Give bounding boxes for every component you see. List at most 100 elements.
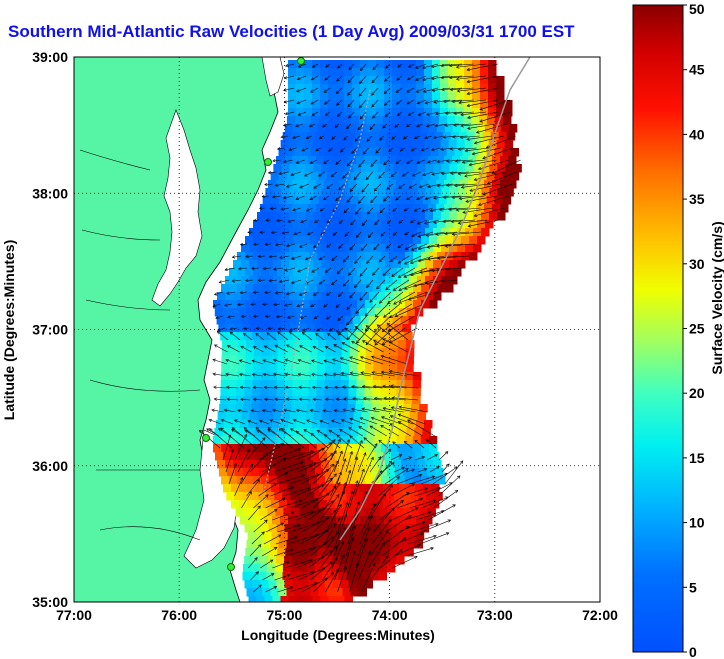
velocity-cell [288,140,298,149]
velocity-arrow [325,267,332,273]
velocity-arrow [349,418,366,425]
velocity-arrow [253,519,268,533]
velocity-cell [302,428,311,437]
velocity-cell [414,148,424,157]
velocity-arrowhead [382,338,387,342]
velocity-arrowhead [414,65,419,69]
velocity-arrowhead [408,185,413,189]
velocity-cell [384,516,393,525]
velocity-cell [254,340,263,349]
velocity-cell [249,412,259,421]
velocity-cell [438,196,448,205]
velocity-arrowhead [374,342,379,346]
velocity-cell [430,172,440,181]
velocity-cell [310,196,320,205]
velocity-cell [328,68,337,77]
velocity-arrowhead [359,417,364,421]
velocity-arrowhead [331,358,336,362]
velocity-cell [381,476,390,485]
velocity-arrow [311,523,336,545]
velocity-cell [429,300,438,309]
velocity-cell [365,284,374,293]
velocity-arrowhead [323,160,327,164]
velocity-arrow [275,243,284,246]
velocity-arrowhead [336,494,340,498]
velocity-cell [292,380,302,389]
velocity-arrow [404,255,422,265]
velocity-cell [383,452,392,461]
velocity-cell [422,116,432,125]
velocity-arrow [226,386,239,389]
velocity-cell [381,220,390,229]
velocity-cell [365,356,374,365]
velocity-cell [278,172,288,181]
velocity-arrow [284,559,313,569]
velocity-cell [287,452,296,461]
velocity-cell [229,444,238,453]
velocity-arrowhead [324,397,329,402]
velocity-arrowhead [491,170,496,174]
velocity-cell [212,436,222,445]
velocity-cell [257,212,266,221]
velocity-arrow [358,87,367,97]
y-axis-label: Latitude (Degrees:Minutes) [1,240,17,420]
velocity-cell [388,388,397,397]
velocity-arrow [342,439,350,461]
velocity-arrow [418,111,427,116]
velocity-cell [376,516,385,525]
velocity-cell [470,148,480,157]
velocity-arrowhead [416,196,420,201]
velocity-arrow [212,359,228,365]
velocity-cell [247,484,256,493]
velocity-arrow [241,491,252,509]
velocity-arrow [382,327,406,346]
velocity-arrowhead [386,186,391,190]
velocity-arrow [282,487,311,497]
velocity-arrow [407,535,437,545]
velocity-cell [412,380,422,389]
velocity-cell [346,492,355,501]
velocity-cell [454,116,464,125]
velocity-arrowhead [437,486,441,491]
velocity-cell [254,540,263,549]
velocity-arrowhead [369,299,373,303]
velocity-arrow [301,147,309,152]
velocity-arrowhead [226,291,230,295]
velocity-cell [254,500,264,509]
velocity-arrow [279,279,290,283]
velocity-cell [235,468,244,477]
velocity-arrowhead [379,209,384,214]
velocity-cell [469,220,478,229]
velocity-cell [399,532,409,541]
velocity-arrowhead [299,345,303,349]
velocity-cell [411,404,420,413]
velocity-arrow [319,420,330,425]
velocity-cell [253,356,262,365]
velocity-arrowhead [248,491,252,495]
velocity-arrow [398,267,416,278]
velocity-arrow [310,303,317,308]
velocity-arrowhead [382,384,386,389]
velocity-cell [289,164,298,173]
velocity-arrow [387,219,392,224]
velocity-cell [314,572,323,581]
velocity-arrowhead [324,77,328,81]
velocity-cell [323,404,332,413]
velocity-arrowhead [311,372,315,377]
velocity-arrow [351,386,371,389]
velocity-arrow [436,159,449,163]
velocity-cell [276,372,286,381]
velocity-arrowhead [324,101,328,105]
velocity-arrowhead [367,550,372,554]
velocity-arrowhead [225,372,229,377]
velocity-arrowhead [411,233,415,237]
velocity-arrowhead [435,112,439,116]
velocity-cell [372,124,382,133]
velocity-cell [282,492,291,501]
velocity-cell [485,220,494,229]
velocity-cell [285,284,294,293]
velocity-cell [254,308,264,317]
velocity-arrow [212,303,221,307]
velocity-cell [284,372,294,381]
velocity-cell [380,556,389,565]
